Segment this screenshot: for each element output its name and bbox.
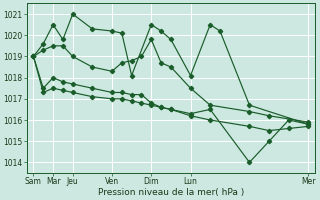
X-axis label: Pression niveau de la mer( hPa ): Pression niveau de la mer( hPa ): [98, 188, 244, 197]
